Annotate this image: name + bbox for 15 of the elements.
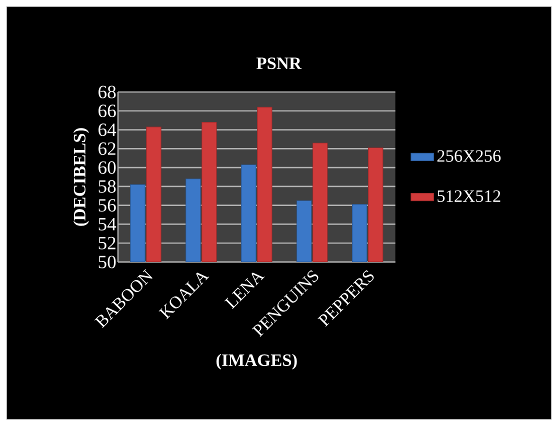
y-tick-label: 68 [98, 86, 116, 98]
chart-title: PSNR [256, 57, 302, 70]
x-axis-title: (IMAGES) [216, 354, 297, 370]
y-tick-label: 50 [98, 256, 116, 268]
y-tick-label: 64 [98, 124, 116, 136]
y-tick-label: 56 [98, 199, 116, 212]
y-tick-label: 60 [98, 161, 116, 174]
y-tick-label: 52 [98, 236, 116, 250]
y-tick-label: 54 [98, 218, 116, 230]
y-tick-label: 58 [98, 180, 116, 193]
y-tick-label: 62 [98, 142, 116, 155]
legend-label: 512X512 [438, 190, 500, 202]
y-axis-title: (DECIBELS) [73, 128, 90, 226]
y-tick-label: 66 [98, 104, 116, 118]
legend-label: 256X256 [437, 150, 501, 162]
